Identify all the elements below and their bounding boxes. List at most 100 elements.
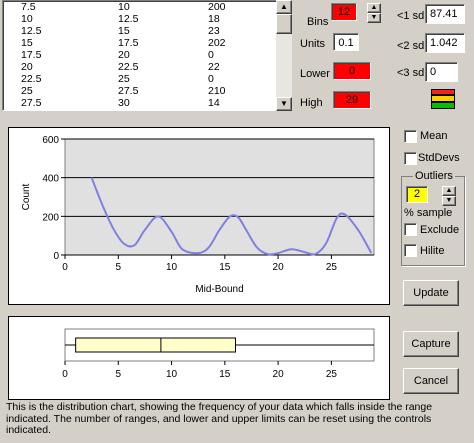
exclude-label: Exclude: [420, 224, 460, 236]
lower-label: Lower: [300, 68, 330, 80]
distribution-curve: [90, 177, 373, 256]
sd2-label: <2 sd: [397, 40, 425, 52]
list-cell: 20: [118, 49, 130, 61]
y-axis-label: Count: [21, 183, 32, 210]
sd1-label: <1 sd: [397, 10, 425, 22]
list-row[interactable]: 27.5 30 14: [3, 98, 275, 109]
stddevs-checkbox[interactable]: [404, 152, 417, 165]
list-row[interactable]: 17.5 20 0: [3, 50, 275, 61]
bins-label: Bins: [307, 16, 329, 28]
units-label: Units: [300, 38, 326, 50]
list-cell: 27.5: [118, 85, 139, 97]
list-cell: 7.5: [21, 1, 36, 13]
list-cell: 12.5: [118, 13, 139, 25]
sd2-field: 1.042: [425, 33, 465, 53]
list-cell: 15: [118, 25, 130, 37]
list-cell: 10: [21, 13, 33, 25]
scroll-up-button[interactable]: ▲: [276, 0, 292, 14]
list-cell: 200: [208, 1, 226, 13]
x-tick-label: 10: [166, 369, 178, 380]
x-tick-label: 0: [62, 369, 68, 380]
list-cell: 25: [118, 73, 130, 85]
x-tick-label: 5: [115, 369, 121, 380]
x-tick-label: 15: [219, 262, 231, 273]
list-row[interactable]: 20 22.5 22: [3, 62, 275, 73]
x-axis-label: Mid-Bound: [195, 284, 243, 295]
y-tick-label: 0: [53, 251, 59, 262]
y-tick-label: 600: [42, 135, 59, 146]
plot-area: [64, 138, 375, 256]
bins-up-button[interactable]: ▲: [367, 3, 381, 13]
outliers-up-button[interactable]: ▲: [442, 186, 456, 196]
x-tick-label: 20: [273, 369, 285, 380]
iqr-box: [75, 337, 236, 353]
list-cell: 22: [208, 61, 220, 73]
sd3-label: <3 sd: [397, 67, 425, 79]
y-tick-label: 200: [42, 212, 59, 223]
list-cell: 18: [208, 13, 220, 25]
scroll-down-button[interactable]: ▼: [276, 97, 292, 111]
high-label: High: [300, 97, 323, 109]
hilite-checkbox[interactable]: [404, 244, 417, 257]
sd1-field: 87.41: [425, 4, 465, 24]
list-row[interactable]: 15 17.5 202: [3, 38, 275, 49]
list-cell: 22.5: [118, 61, 139, 73]
list-cell: 22.5: [21, 73, 42, 85]
x-tick-label: 25: [326, 369, 338, 380]
list-cell: 0: [208, 49, 214, 61]
x-tick-label: 5: [115, 262, 121, 273]
x-tick-label: 0: [62, 262, 68, 273]
list-cell: 23: [208, 25, 220, 37]
x-tick-label: 10: [166, 262, 178, 273]
list-cell: 202: [208, 37, 226, 49]
bins-down-button[interactable]: ▼: [367, 13, 381, 23]
hilite-label: Hilite: [420, 245, 445, 257]
cancel-button[interactable]: Cancel: [403, 368, 459, 394]
lower-field[interactable]: 0: [333, 62, 371, 80]
boxplot-frame: 0 5 10 15 20 25: [8, 316, 390, 400]
list-cell: 30: [118, 97, 130, 109]
list-row[interactable]: 10 12.5 18: [3, 14, 275, 25]
list-row[interactable]: 12.5 15 23: [3, 26, 275, 37]
outliers-down-button[interactable]: ▼: [442, 196, 456, 206]
units-field[interactable]: 0.1: [333, 33, 359, 51]
list-row[interactable]: 22.5 25 0: [3, 74, 275, 85]
list-cell: 210: [208, 85, 226, 97]
list-cell: 12.5: [21, 25, 42, 37]
list-cell: 10: [118, 1, 130, 13]
update-button[interactable]: Update: [403, 280, 459, 306]
bins-field[interactable]: 12: [331, 3, 357, 21]
x-tick-label: 25: [326, 262, 338, 273]
list-cell: 25: [21, 85, 33, 97]
mean-label: Mean: [420, 130, 448, 142]
status-light-icon: [431, 89, 455, 109]
high-field[interactable]: 29: [333, 91, 371, 109]
outliers-label: Outliers: [413, 170, 455, 182]
x-tick-label: 15: [219, 369, 231, 380]
distribution-chart-frame: 0 200 400 600 0 5 10 15 20 25 Mid-Bound Count: [8, 127, 390, 305]
outliers-field[interactable]: 2: [406, 186, 428, 203]
stddevs-label: StdDevs: [418, 152, 460, 164]
bins-spinner[interactable]: ▲ ▼: [367, 3, 381, 23]
list-cell: 15: [21, 37, 33, 49]
data-list[interactable]: 7.5 10 200 10 12.5 18 12.5 15 23 15 17.5 202 17.5 20 0…: [2, 0, 292, 111]
list-scrollbar[interactable]: ▲ ▼: [276, 0, 292, 111]
list-cell: 0: [208, 73, 214, 85]
description-text: This is the distribution chart, showing …: [6, 401, 433, 436]
list-cell: 27.5: [21, 97, 42, 109]
list-cell: 14: [208, 97, 220, 109]
capture-button[interactable]: Capture: [403, 331, 459, 357]
sd3-field: 0: [425, 62, 458, 82]
exclude-checkbox[interactable]: [404, 223, 417, 236]
outliers-spinner[interactable]: ▲ ▼: [442, 186, 456, 206]
mean-checkbox[interactable]: [404, 130, 417, 143]
boxplot-chart: 0 5 10 15 20 25: [62, 328, 375, 380]
list-row[interactable]: 25 27.5 210: [3, 86, 275, 97]
distribution-chart: 0 200 400 600 0 5 10 15 20 25 Mid-Bound Count: [21, 135, 375, 295]
y-tick-label: 400: [42, 174, 59, 185]
list-row[interactable]: 7.5 10 200: [3, 2, 275, 13]
scroll-thumb[interactable]: [276, 14, 292, 34]
list-cell: 17.5: [21, 49, 42, 61]
pct-sample-label: % sample: [404, 207, 453, 219]
list-cell: 17.5: [118, 37, 139, 49]
